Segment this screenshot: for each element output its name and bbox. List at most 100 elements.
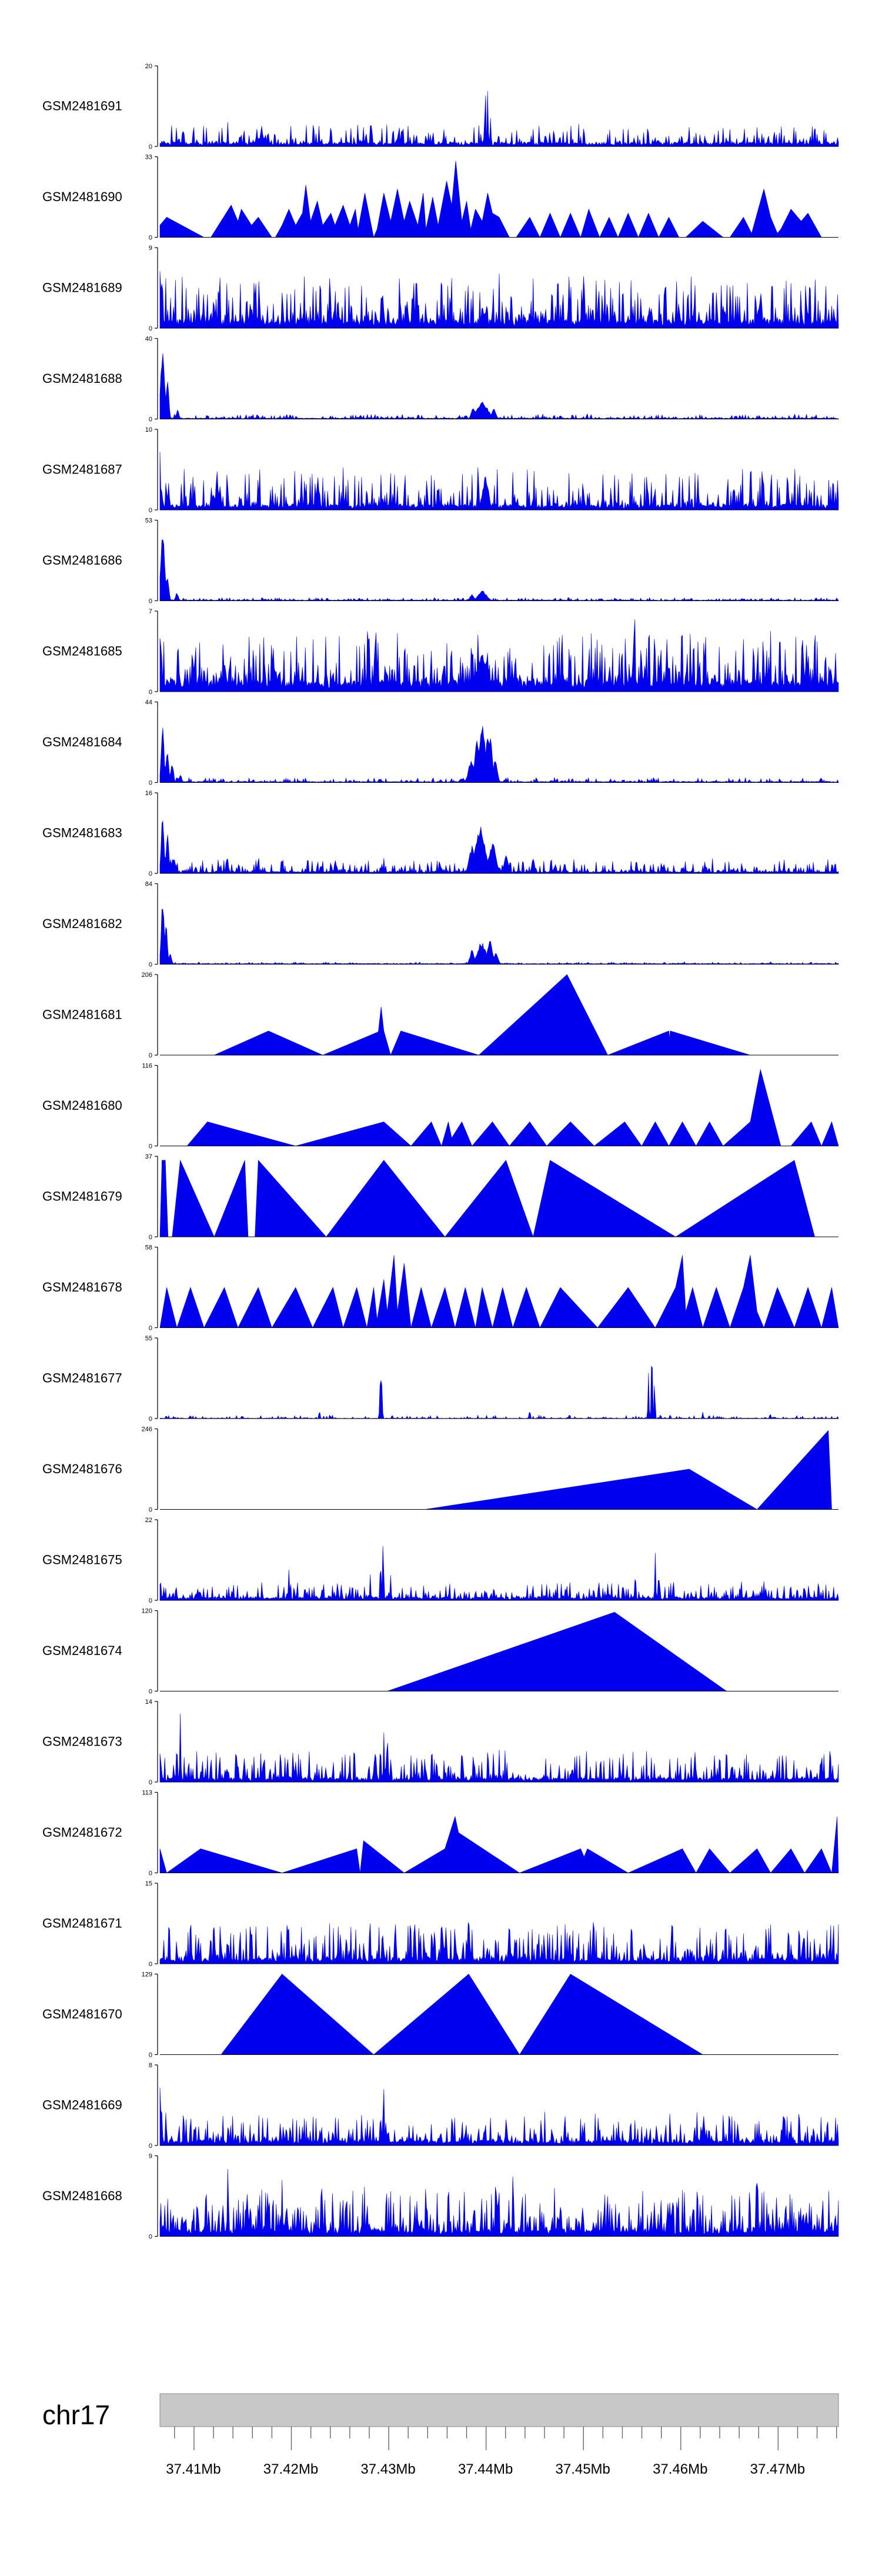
track-GSM2481683: GSM2481683 16 0 — [42, 790, 839, 877]
y-tick-label-zero: 0 — [149, 2052, 152, 2059]
y-tick-label-zero: 0 — [149, 1234, 152, 1241]
track-label: GSM2481669 — [42, 2098, 122, 2113]
chromosome-label: chr17 — [42, 2400, 110, 2430]
y-tick-label-zero: 0 — [149, 325, 152, 332]
y-tick-label-max: 22 — [145, 1517, 152, 1524]
y-tick-label-max: 246 — [142, 1426, 152, 1433]
track-label: GSM2481687 — [42, 462, 122, 477]
y-tick-label-max: 53 — [145, 518, 152, 525]
track-GSM2481680: GSM2481680 116 0 — [42, 1063, 839, 1150]
track-GSM2481674: GSM2481674 120 0 — [42, 1608, 838, 1696]
position-tick-label: 37.43Mb — [360, 2461, 415, 2477]
y-tick-label-zero: 0 — [149, 1325, 152, 1332]
track-label: GSM2481680 — [42, 1098, 122, 1113]
y-tick-label-zero: 0 — [149, 1507, 152, 1514]
y-tick-label-max: 8 — [149, 2062, 152, 2069]
track-GSM2481691: GSM2481691 20 0 — [42, 63, 839, 151]
track-GSM2481690: GSM2481690 33 0 — [42, 154, 838, 242]
track-label: GSM2481678 — [42, 1280, 122, 1294]
track-GSM2481673: GSM2481673 14 0 — [42, 1699, 839, 1786]
y-tick-label-max: 116 — [142, 1063, 152, 1070]
y-tick-label-zero: 0 — [149, 2143, 152, 2150]
chromosome-axis: chr17 37.41Mb 37.42Mb 37.43Mb 37.44Mb 37.45M… — [42, 2393, 839, 2477]
y-tick-label-zero: 0 — [149, 144, 152, 151]
track-label: GSM2481681 — [42, 1007, 122, 1022]
track-GSM2481685: GSM2481685 7 0 — [42, 608, 839, 696]
y-tick-label-zero: 0 — [149, 1689, 152, 1696]
y-tick-label-max: 20 — [145, 63, 152, 70]
y-tick-label-zero: 0 — [149, 1052, 152, 1059]
signal-area — [159, 726, 839, 783]
track-GSM2481687: GSM2481687 10 0 — [42, 426, 839, 514]
track-label: GSM2481675 — [42, 1553, 122, 1567]
y-tick-label-max: 84 — [145, 881, 152, 888]
signal-area — [159, 1159, 815, 1238]
signal-area — [159, 539, 839, 601]
y-tick-label-zero: 0 — [149, 689, 152, 696]
position-ticks: 37.41Mb 37.42Mb 37.43Mb 37.44Mb 37.45Mb 37.46… — [166, 2427, 837, 2477]
y-tick-label-max: 7 — [149, 608, 152, 615]
track-GSM2481669: GSM2481669 8 0 — [42, 2062, 839, 2150]
y-tick-label-zero: 0 — [149, 235, 152, 242]
track-label: GSM2481689 — [42, 281, 122, 295]
track-label: GSM2481682 — [42, 916, 122, 931]
track-label: GSM2481674 — [42, 1643, 122, 1658]
y-tick-label-zero: 0 — [149, 507, 152, 514]
y-tick-label-zero: 0 — [149, 1779, 152, 1786]
signal-area — [159, 1546, 839, 1601]
track-GSM2481670: GSM2481670 129 0 — [42, 1971, 838, 2059]
track-GSM2481688: GSM2481688 40 0 — [42, 336, 839, 423]
y-tick-label-max: 16 — [145, 790, 152, 797]
track-GSM2481689: GSM2481689 9 0 — [42, 245, 839, 332]
track-GSM2481681: GSM2481681 206 0 — [42, 972, 838, 1059]
track-GSM2481671: GSM2481671 15 0 — [42, 1880, 839, 1968]
track-label: GSM2481671 — [42, 1916, 122, 1931]
signal-area — [159, 820, 839, 874]
y-tick-label-max: 14 — [145, 1699, 152, 1706]
signal-area — [159, 91, 839, 147]
y-tick-label-zero: 0 — [149, 780, 152, 787]
track-label: GSM2481676 — [42, 1461, 122, 1476]
signal-area — [159, 1255, 839, 1329]
signal-area — [220, 1974, 704, 2056]
signal-area — [159, 1713, 839, 1783]
y-tick-label-max: 33 — [145, 154, 152, 161]
track-GSM2481684: GSM2481684 44 0 — [42, 699, 839, 787]
y-tick-label-zero: 0 — [149, 1143, 152, 1150]
position-tick-label: 37.45Mb — [556, 2461, 610, 2477]
signal-area — [159, 619, 839, 692]
signal-area — [387, 1611, 727, 1691]
signal-area — [159, 1816, 839, 1874]
track-GSM2481668: GSM2481668 9 0 — [42, 2153, 839, 2241]
signal-area — [159, 452, 839, 510]
y-tick-label-zero: 0 — [149, 1597, 152, 1604]
track-panels: GSM2481691200GSM2481690330GSM248168990GS… — [42, 63, 839, 2241]
signal-area — [159, 909, 839, 965]
track-label: GSM2481668 — [42, 2188, 122, 2203]
track-label: GSM2481677 — [42, 1371, 122, 1386]
y-tick-label-max: 15 — [145, 1880, 152, 1887]
y-tick-label-max: 129 — [142, 1971, 152, 1978]
y-tick-label-zero: 0 — [149, 1870, 152, 1877]
y-tick-label-max: 113 — [142, 1790, 152, 1797]
track-GSM2481676: GSM2481676 246 0 — [42, 1426, 838, 1514]
y-tick-label-max: 40 — [145, 336, 152, 343]
position-tick-label: 37.47Mb — [750, 2461, 805, 2477]
y-tick-label-max: 10 — [145, 426, 152, 433]
track-label: GSM2481688 — [42, 371, 122, 386]
signal-area — [159, 271, 839, 329]
track-label: GSM2481691 — [42, 99, 122, 114]
y-tick-label-zero: 0 — [149, 2234, 152, 2241]
track-label: GSM2481673 — [42, 1734, 122, 1749]
y-tick-label-zero: 0 — [149, 416, 152, 423]
track-GSM2481677: GSM2481677 55 0 — [42, 1335, 839, 1423]
track-label: GSM2481690 — [42, 189, 122, 204]
position-tick-label: 37.46Mb — [653, 2461, 707, 2477]
signal-area — [159, 1366, 839, 1419]
signal-area — [159, 353, 839, 419]
y-tick-label-max: 55 — [145, 1335, 152, 1342]
track-GSM2481672: GSM2481672 113 0 — [42, 1790, 839, 1877]
track-label: GSM2481679 — [42, 1189, 122, 1204]
signal-area — [159, 1922, 839, 1964]
